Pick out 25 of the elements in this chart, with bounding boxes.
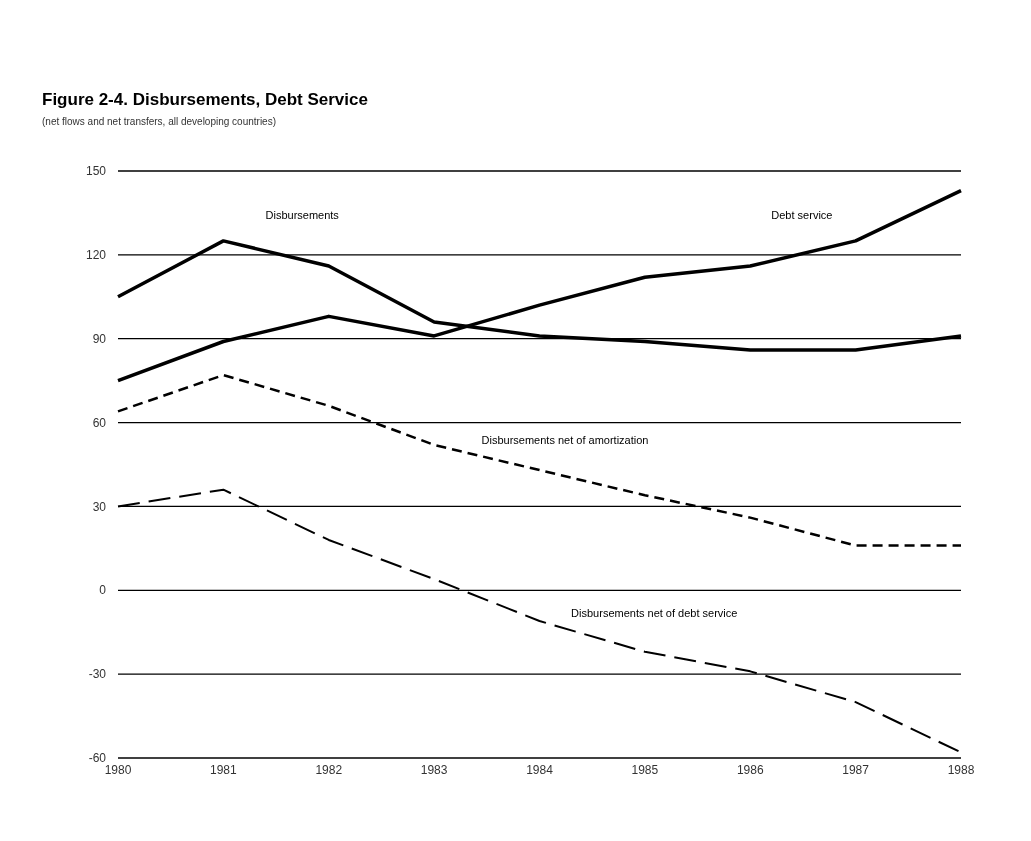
series-label: Disbursements net of amortization bbox=[481, 433, 649, 446]
x-tick-label: 1982 bbox=[315, 763, 343, 777]
x-tick-label: 1981 bbox=[210, 763, 238, 777]
y-tick-label: -60 bbox=[88, 751, 107, 766]
x-tick-label: 1983 bbox=[420, 763, 448, 777]
series-label: Disbursements net of debt service bbox=[571, 606, 738, 619]
text: Disbursements bbox=[265, 208, 340, 221]
y-tick-label: 150 bbox=[85, 164, 107, 179]
chart-title: Figure 2-4. Disbursements, Debt Service bbox=[42, 90, 368, 109]
y-tick-label: 90 bbox=[92, 331, 107, 346]
x-tick-label: 1987 bbox=[842, 763, 870, 777]
x-tick-label: 1980 bbox=[104, 763, 132, 777]
chart-subtitle: (net flows and net transfers, all developing countries) bbox=[42, 116, 277, 127]
line-series bbox=[116, 373, 963, 547]
y-tick-label: 60 bbox=[92, 415, 107, 430]
x-tick-label: 1988 bbox=[947, 763, 975, 777]
text: Debt service bbox=[771, 208, 833, 221]
x-tick-label: 1985 bbox=[631, 763, 659, 777]
y-tick-label: 0 bbox=[99, 583, 107, 598]
y-tick-label: 120 bbox=[85, 248, 107, 263]
line-series bbox=[116, 188, 963, 383]
x-tick-label: 1984 bbox=[526, 763, 554, 777]
y-tick-label: -30 bbox=[88, 667, 107, 682]
y-tick-label: 30 bbox=[92, 499, 107, 514]
x-tick-label: 1986 bbox=[736, 763, 764, 777]
